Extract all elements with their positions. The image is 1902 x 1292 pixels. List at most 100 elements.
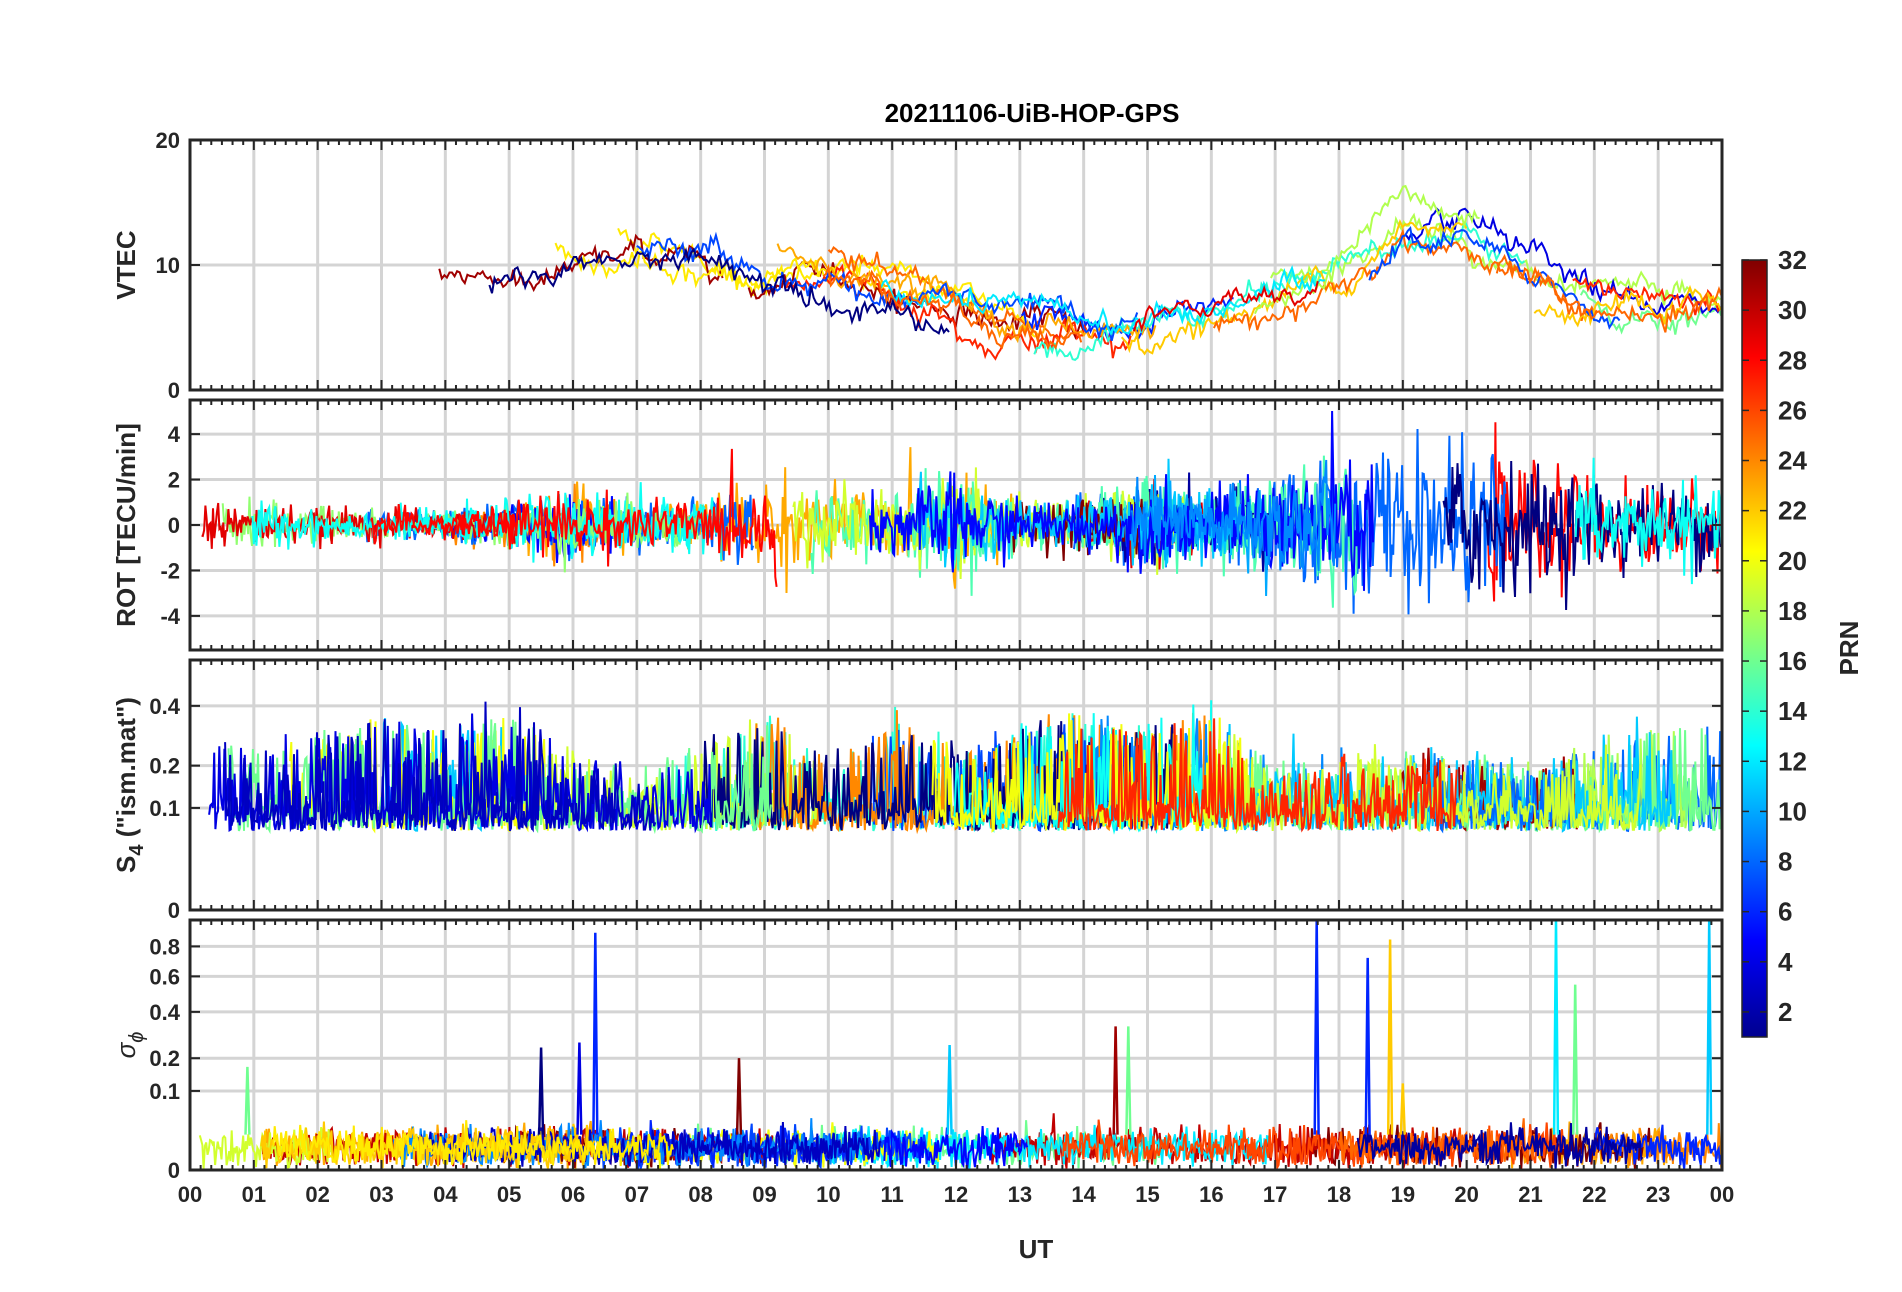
- x-tick-label: 04: [433, 1182, 458, 1207]
- y-tick-label: 0.1: [149, 796, 180, 821]
- x-tick-label: 23: [1646, 1182, 1670, 1207]
- sigma-spike: [946, 1044, 953, 1135]
- prn-trace: [1405, 207, 1722, 318]
- y-tick-label: -4: [160, 604, 180, 629]
- colorbar-label: PRN: [1834, 621, 1864, 676]
- y-tick-label: 2: [168, 468, 180, 493]
- sigma-spike: [735, 1058, 743, 1135]
- colorbar-tick-label: 10: [1778, 796, 1807, 826]
- traces-s4: [208, 700, 1722, 835]
- ylabel-sub: 4: [126, 844, 148, 856]
- prn-trace: [1120, 219, 1468, 356]
- ylabel-rest: ("ism.mat"): [111, 697, 141, 844]
- colorbar-tick-label: 24: [1778, 446, 1807, 476]
- chart-title: 20211106-UiB-HOP-GPS: [885, 98, 1180, 128]
- y-tick-label: 0.2: [149, 754, 180, 779]
- panel-s4: 00.10.20.4S4 ("ism.mat"): [111, 658, 1724, 923]
- x-tick-label: 19: [1391, 1182, 1415, 1207]
- x-tick-label: 06: [561, 1182, 585, 1207]
- prn-trace: [776, 243, 1157, 344]
- prn-trace: [1254, 184, 1480, 315]
- x-tick-label: 15: [1135, 1182, 1159, 1207]
- x-tick-label: 10: [816, 1182, 840, 1207]
- x-tick-label: 21: [1518, 1182, 1542, 1207]
- prn-trace: [1356, 1122, 1644, 1170]
- x-tick-label: 17: [1263, 1182, 1287, 1207]
- prn-trace: [272, 1120, 674, 1169]
- x-tick-label: 13: [1008, 1182, 1032, 1207]
- y-axis-label-sigma: σϕ: [111, 1032, 148, 1059]
- sigma-spike: [1552, 920, 1560, 1135]
- x-tick-label: 01: [242, 1182, 266, 1207]
- x-tick-label: 22: [1582, 1182, 1606, 1207]
- colorbar-tick-label: 32: [1778, 245, 1807, 275]
- colorbar-tick-label: 18: [1778, 596, 1807, 626]
- prn-trace: [1270, 212, 1722, 306]
- axes-box-rot: [188, 398, 1724, 652]
- x-tick-label: 11: [881, 1182, 904, 1207]
- colorbar-tick-label: 16: [1778, 646, 1807, 676]
- y-tick-label: 0.4: [149, 694, 180, 719]
- colorbar-tick-label: 30: [1778, 295, 1807, 325]
- panel-vtec: 0 10 20 VTEC: [111, 128, 1724, 403]
- traces-sigma: [198, 920, 1722, 1170]
- ylabel-sub: ϕ: [126, 1032, 148, 1043]
- x-axis-label: UT: [1019, 1234, 1054, 1264]
- x-tick-label: 18: [1327, 1182, 1351, 1207]
- prn-trace: [370, 448, 778, 588]
- sigma-spike: [1364, 957, 1371, 1135]
- prn-trace: [1020, 297, 1234, 345]
- y-tick-label: 0: [168, 513, 180, 538]
- x-tick-label: 00: [1710, 1182, 1734, 1207]
- y-tick-label: 0.8: [149, 934, 180, 959]
- ylabel-main: S: [111, 856, 141, 873]
- y-tick-label: -2: [160, 558, 180, 583]
- colorbar-tick-label: 2: [1778, 997, 1792, 1027]
- colorbar-gradient: [1741, 259, 1768, 1038]
- prn-trace: [1572, 276, 1722, 316]
- sigma-spike: [1572, 984, 1579, 1135]
- sigma-spike: [1125, 1026, 1132, 1135]
- sigma-spike: [1112, 1026, 1119, 1135]
- sigma-spike: [1706, 920, 1713, 1135]
- x-tick-label: 03: [369, 1182, 393, 1207]
- axes-box-vtec: [188, 138, 1724, 392]
- sigma-spike: [1386, 939, 1394, 1135]
- y-tick-label: 0: [168, 378, 180, 403]
- prn-trace: [1133, 280, 1319, 333]
- prn-trace: [1212, 227, 1598, 334]
- prn-trace: [438, 233, 724, 293]
- axes-box-sigma: [188, 918, 1724, 1172]
- colorbar-tick-label: 26: [1778, 395, 1807, 425]
- x-tick-label: 20: [1454, 1182, 1478, 1207]
- prn-trace: [260, 1121, 596, 1169]
- y-axis-label-s4: S4 ("ism.mat"): [111, 697, 148, 873]
- x-tick-label: 08: [688, 1182, 712, 1207]
- panel-rot: -4 -2 0 2 4 ROT [TECU/min]: [111, 398, 1724, 652]
- prn-trace: [1579, 289, 1722, 335]
- y-tick-label: 0: [168, 898, 180, 923]
- x-tick-label: 02: [305, 1182, 329, 1207]
- prn-trace: [1057, 718, 1458, 833]
- x-tick-label: 07: [625, 1182, 649, 1207]
- colorbar-tick-label: 14: [1778, 696, 1807, 726]
- y-tick-label: 20: [156, 128, 180, 153]
- sigma-spike: [576, 1042, 583, 1135]
- x-tick-label: 12: [944, 1182, 968, 1207]
- x-tick-label: 14: [1071, 1182, 1096, 1207]
- prn-trace: [1495, 253, 1722, 333]
- y-tick-label: 10: [156, 253, 180, 278]
- traces-rot: [201, 410, 1722, 615]
- sigma-spike: [537, 1047, 545, 1135]
- prn-trace: [224, 701, 657, 833]
- prn-trace: [251, 492, 723, 563]
- prn-trace: [636, 231, 1139, 342]
- sigma-spike: [1313, 920, 1320, 1135]
- y-tick-label: 4: [168, 422, 181, 447]
- y-tick-label: 0.4: [149, 1000, 180, 1025]
